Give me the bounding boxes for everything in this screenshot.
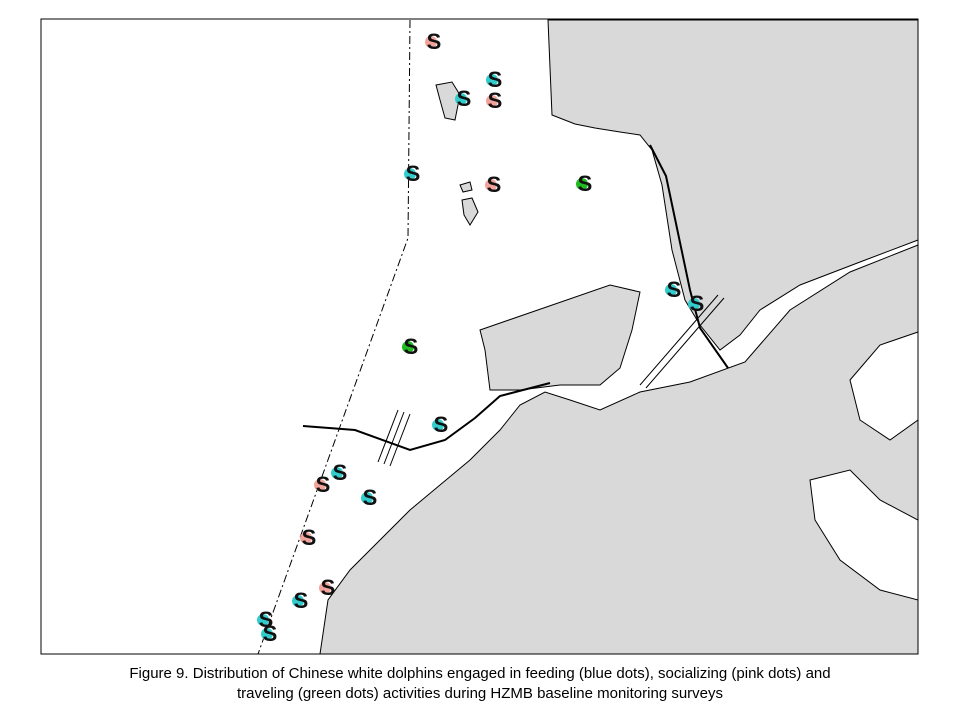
sighting-dot [688,298,700,310]
sighting-marker: S [321,575,336,600]
sighting-marker: S [406,161,421,186]
sighting-dot [432,419,444,431]
sighting-dot [402,341,414,353]
sighting-dot [361,492,373,504]
sighting-marker: S [263,621,278,646]
sighting-dot [257,614,269,626]
sighting-marker: S [488,88,503,113]
map-border [40,18,919,655]
sighting-marker: S [259,607,274,632]
sighting-dot [331,467,343,479]
island [461,197,479,226]
sighting-marker: S [302,525,317,550]
sighting-marker: S [333,460,348,485]
sighting-dot [300,532,312,544]
boundary-line [257,19,411,655]
island [459,181,473,193]
sighting-dot [455,93,467,105]
sighting-marker: S [363,485,378,510]
sighting-dot [319,582,331,594]
land [319,19,919,655]
sighting-marker: S [457,86,472,111]
sighting-dot [314,479,326,491]
sighting-marker: S [427,29,442,54]
caption-line: traveling (green dots) activities during… [237,685,723,702]
sighting-dot [292,595,304,607]
sighting-marker: S [434,412,449,437]
link-road [649,144,729,369]
sighting-dot [425,36,437,48]
bridge-alignment [302,382,551,452]
sighting-marker: S [404,334,419,359]
sighting-marker: S [488,67,503,92]
sighting-dot [486,95,498,107]
mainland [547,19,919,351]
sighting-dot [261,628,273,640]
island [435,81,461,121]
sighting-marker: S [667,277,682,302]
channel-marks [377,294,725,467]
lantau [319,244,919,655]
sighting-marker: S [578,171,593,196]
sighting-dot [404,168,416,180]
sighting-dot [485,179,497,191]
sighting-marker: S [690,291,705,316]
sighting-dot [486,74,498,86]
airport-island [479,284,641,391]
sighting-marker: S [487,172,502,197]
sighting-marker: S [316,472,331,497]
sighting-dot [576,178,588,190]
caption-line: Figure 9. Distribution of Chinese white … [129,665,830,682]
sighting-marker: S [294,588,309,613]
sighting-dot [665,284,677,296]
